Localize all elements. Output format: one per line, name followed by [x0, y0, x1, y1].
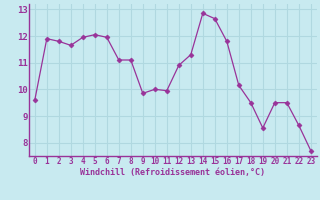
- X-axis label: Windchill (Refroidissement éolien,°C): Windchill (Refroidissement éolien,°C): [80, 168, 265, 177]
